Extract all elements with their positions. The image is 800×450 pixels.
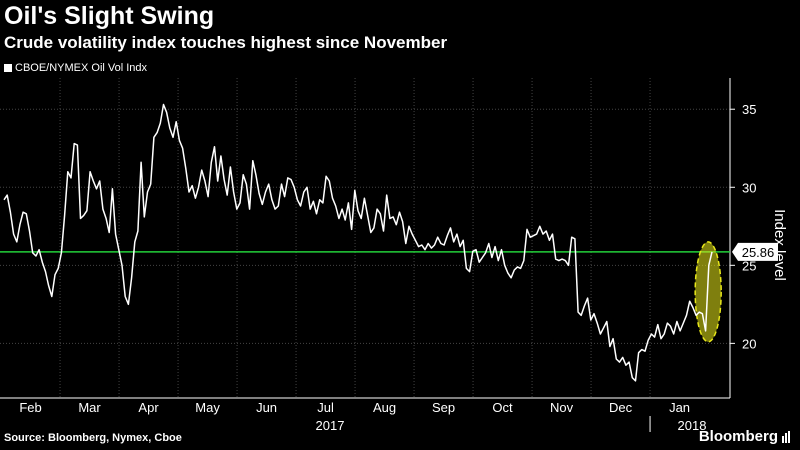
bar-chart-icon [782,430,790,443]
x-tick-label: Nov [550,400,574,415]
y-tick-label: 20 [742,336,756,351]
value-callout-label: 25.86 [742,245,775,260]
y-tick-label: 35 [742,102,756,117]
x-tick-label: Dec [609,400,633,415]
chart-subtitle: Crude volatility index touches highest s… [4,33,448,52]
y-tick-label: 30 [742,180,756,195]
brand-logo: Bloomberg [699,428,792,445]
year-label-2018: 2018 [678,418,707,433]
x-tick-label: Jan [669,400,690,415]
y-tick-label: 25 [742,258,756,273]
x-tick-label: Jun [256,400,277,415]
legend: CBOE/NYMEX Oil Vol Indx [4,62,147,74]
source-note: Source: Bloomberg, Nymex, Cboe [4,432,182,444]
year-label-2017: 2017 [316,418,345,433]
x-tick-label: Aug [373,400,396,415]
x-tick-label: May [195,400,220,415]
x-tick-label: Mar [78,400,101,415]
x-tick-label: Sep [432,400,455,415]
chart-title: Oil's Slight Swing [4,2,215,30]
x-tick-label: Jul [317,400,334,415]
x-tick-label: Feb [19,400,41,415]
series-line-oil-vol [3,103,713,382]
legend-label: CBOE/NYMEX Oil Vol Indx [15,62,148,74]
x-tick-label: Apr [138,400,159,415]
brand-name: Bloomberg [698,428,778,445]
value-callout-box [732,242,778,261]
y-axis-label: Index level [771,209,788,281]
legend-swatch [4,64,12,72]
x-tick-label: Oct [492,400,513,415]
